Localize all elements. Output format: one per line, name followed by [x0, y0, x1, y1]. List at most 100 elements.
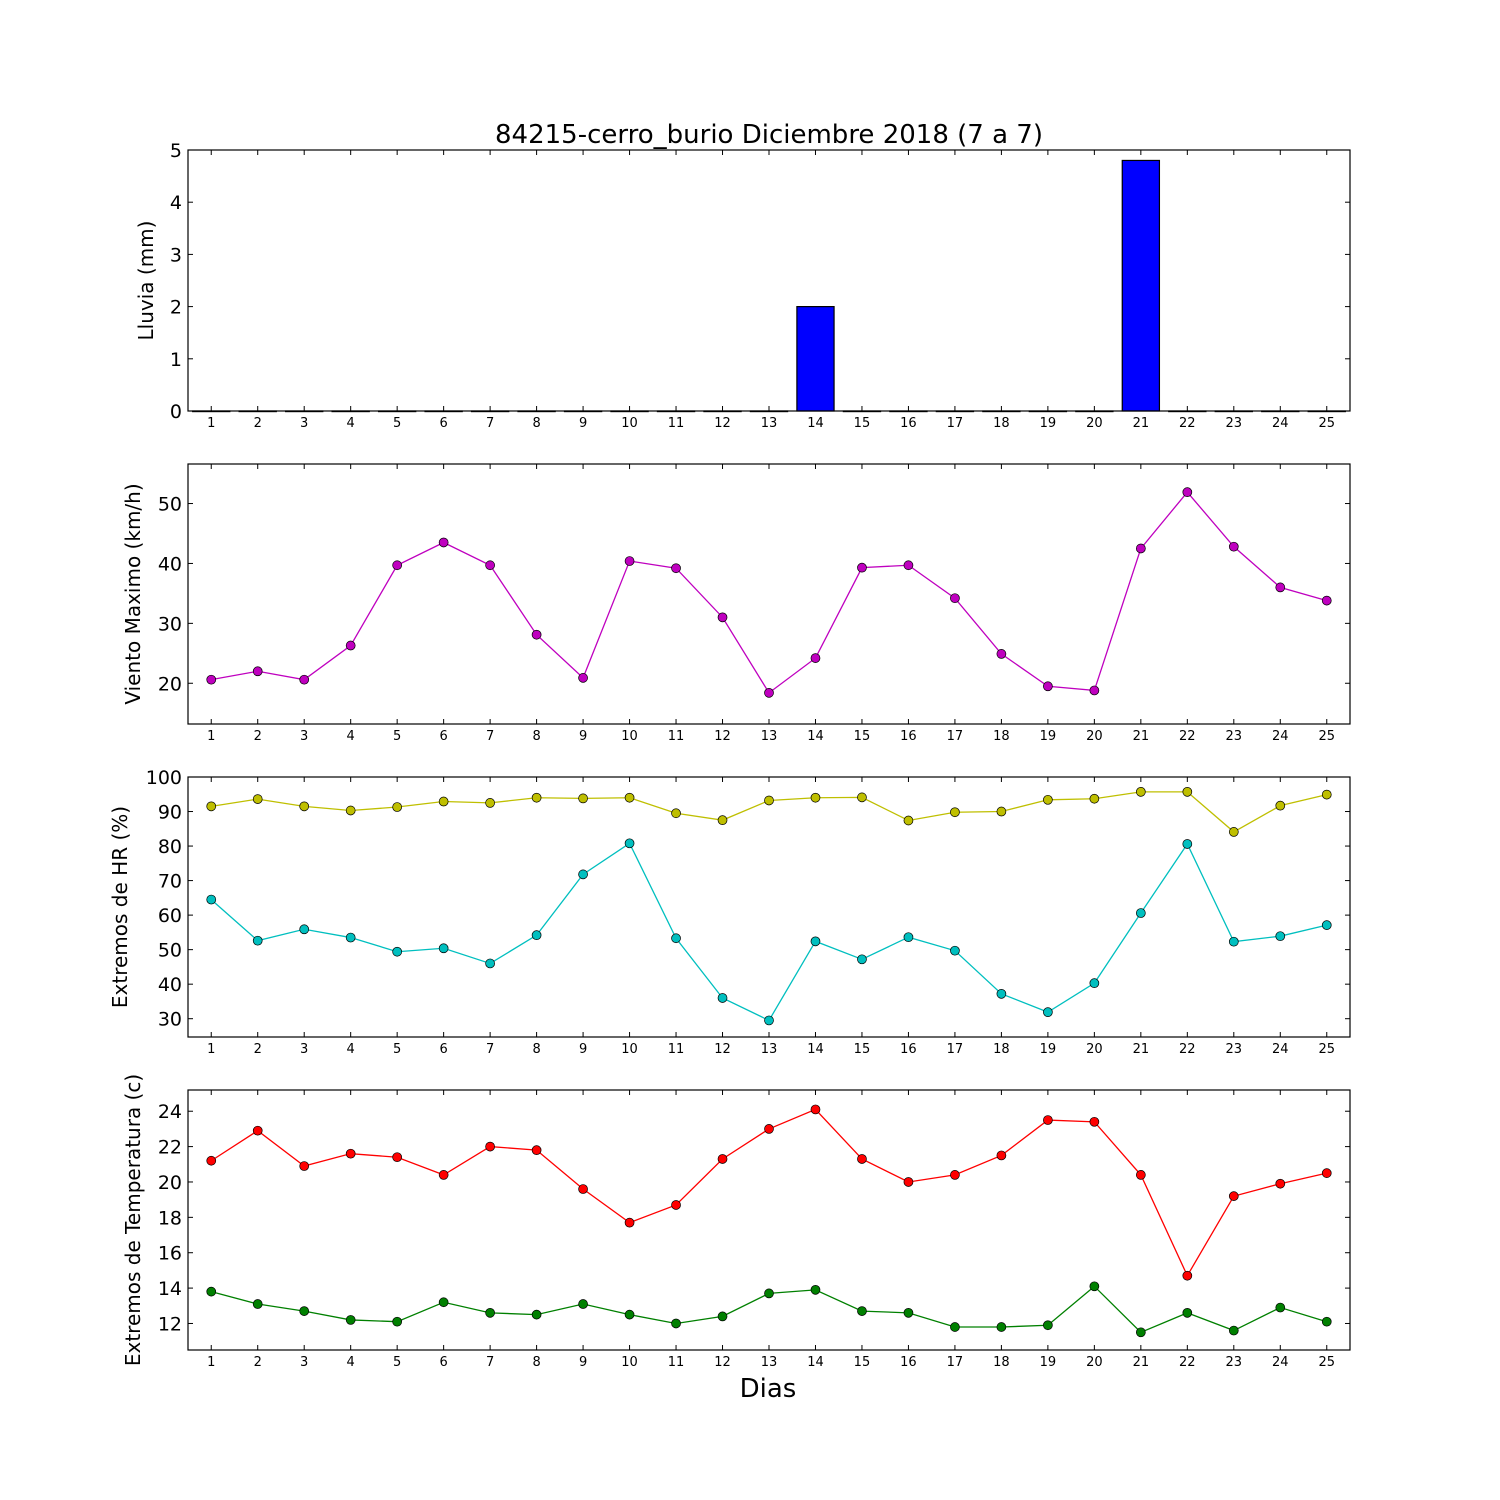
y-tick-label: 3	[170, 244, 182, 266]
data-point	[950, 945, 960, 956]
data-point	[950, 593, 960, 604]
data-point	[578, 673, 588, 683]
data-point	[1228, 541, 1239, 552]
data-point	[1043, 1320, 1053, 1331]
data-point	[1043, 1115, 1053, 1125]
x-tick-label: 4	[347, 416, 355, 431]
data-point	[717, 993, 728, 1003]
data-point	[671, 1200, 681, 1210]
y-tick-label: 4	[170, 192, 182, 214]
x-tick-label: 16	[900, 1042, 917, 1057]
x-tick-label: 21	[1133, 1355, 1150, 1370]
x-tick-label: 24	[1272, 1355, 1289, 1370]
data-point	[624, 838, 635, 849]
y-axis-label: Extremos de Temperatura (c)	[121, 1074, 145, 1366]
x-tick-label: 5	[393, 1042, 401, 1057]
x-tick-label: 5	[393, 1355, 401, 1370]
data-point	[624, 1309, 635, 1320]
x-tick-label: 2	[254, 1042, 262, 1057]
x-tick-label: 22	[1179, 416, 1196, 431]
y-tick-label: 2	[170, 297, 182, 319]
panel-3: 1 2 3 4 5 6 7 8 9 10 11 12 13 14 15 16 17 18 19 20 21 22 23 24 2…	[108, 767, 1351, 1057]
panel-2: 1 2 3 4 5 6 7 8 9 10 11 12 13 14 15 16 17 18 19 20 21 22 23 24 2…	[121, 463, 1351, 744]
data-point	[1275, 582, 1286, 593]
x-tick-label: 18	[993, 416, 1010, 431]
data-point	[345, 932, 356, 943]
data-point	[903, 932, 914, 943]
x-tick-label: 13	[761, 416, 778, 431]
data-point	[206, 1155, 217, 1166]
data-point	[578, 1299, 588, 1309]
data-point	[252, 666, 263, 677]
x-tick-label: 24	[1272, 416, 1289, 431]
data-point	[857, 1306, 867, 1316]
x-tick-label: 11	[668, 1355, 685, 1370]
x-tick-label: 17	[947, 729, 964, 744]
data-point	[345, 1148, 356, 1159]
x-tick-label: 9	[579, 1042, 587, 1057]
x-tick-label: 1	[207, 1355, 215, 1370]
y-axis-label: Viento Maximo (km/h)	[121, 483, 145, 704]
data-point	[1182, 839, 1193, 849]
data-point	[1135, 1327, 1146, 1338]
data-point	[996, 988, 1007, 999]
x-tick-label: 8	[532, 416, 540, 431]
x-tick-label: 2	[254, 416, 262, 431]
x-tick-label: 1	[207, 1042, 215, 1057]
series-line-2	[210, 842, 1327, 1022]
x-tick-label: 6	[439, 1355, 447, 1370]
x-tick-label: 14	[807, 1042, 824, 1057]
data-point	[299, 924, 310, 935]
x-tick-label: 16	[900, 1355, 917, 1370]
data-point	[671, 1318, 681, 1329]
data-point	[903, 815, 914, 826]
data-point	[1135, 1170, 1146, 1180]
x-tick-label: 3	[300, 729, 308, 744]
x-tick-label: 11	[668, 416, 685, 431]
x-tick-label: 3	[300, 1355, 308, 1370]
data-point	[1089, 685, 1100, 696]
data-point	[717, 1311, 728, 1322]
data-point	[996, 1150, 1007, 1161]
data-point	[206, 894, 217, 905]
y-axis-label: Lluvia (mm)	[134, 221, 158, 341]
data-point	[252, 1125, 263, 1136]
data-point	[950, 807, 960, 818]
data-point	[392, 1152, 403, 1163]
y-tick-label: 50	[158, 494, 182, 516]
y-tick-label: 5	[170, 140, 182, 162]
x-tick-label: 5	[393, 729, 401, 744]
data-point	[1321, 920, 1332, 930]
data-point	[1182, 1308, 1193, 1318]
panel-4: 1 2 3 4 5 6 7 8 9 10 11 12 13 14 15 16 17 18 19 20 21 22 23 24 2…	[121, 1074, 1351, 1370]
x-tick-label: 21	[1133, 729, 1150, 744]
x-tick-label: 7	[486, 1042, 494, 1057]
x-tick-label: 20	[1086, 729, 1103, 744]
x-tick-label: 17	[947, 1042, 964, 1057]
x-tick-label: 21	[1133, 416, 1150, 431]
x-tick-label: 20	[1086, 1355, 1103, 1370]
data-point	[671, 563, 681, 574]
data-point	[1275, 931, 1286, 942]
bar	[796, 306, 835, 412]
data-point	[1275, 800, 1286, 811]
x-tick-label: 9	[579, 729, 587, 744]
x-tick-label: 12	[714, 416, 731, 431]
x-tick-label: 23	[1226, 1355, 1243, 1370]
data-point	[345, 640, 356, 651]
x-tick-label: 23	[1226, 1042, 1243, 1057]
data-point	[764, 795, 774, 806]
x-tick-label: 11	[668, 1042, 685, 1057]
data-point	[1182, 786, 1193, 797]
data-point	[438, 943, 449, 954]
data-point	[1135, 543, 1146, 554]
data-point	[624, 1217, 635, 1228]
x-tick-label: 19	[1040, 1042, 1057, 1057]
data-point	[1228, 827, 1239, 837]
data-point	[1089, 1116, 1100, 1127]
data-point	[392, 946, 403, 957]
data-point	[531, 1145, 542, 1155]
x-tick-label: 23	[1226, 416, 1243, 431]
series-line-1	[211, 491, 1327, 694]
data-point	[950, 1170, 960, 1180]
